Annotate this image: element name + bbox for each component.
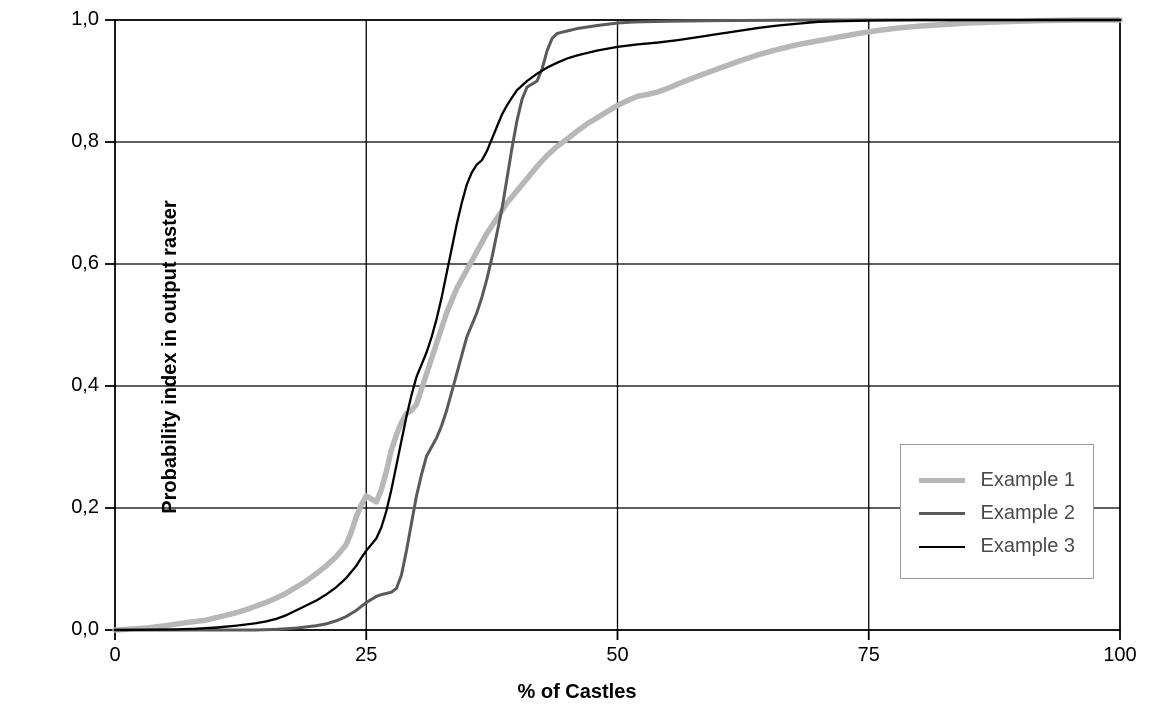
- y-tick-label: 0,2: [49, 496, 99, 519]
- chart-container: Probability index in output raster % of …: [0, 0, 1154, 714]
- x-tick-label: 75: [839, 644, 899, 667]
- y-axis-label: Probability index in output raster: [159, 200, 182, 513]
- legend-label: Example 1: [981, 469, 1076, 492]
- legend-item: Example 3: [919, 535, 1076, 558]
- legend-label: Example 3: [981, 535, 1076, 558]
- x-tick-label: 25: [336, 644, 396, 667]
- x-axis-label: % of Castles: [0, 681, 1154, 704]
- y-tick-label: 1,0: [49, 8, 99, 31]
- y-tick-label: 0,6: [49, 252, 99, 275]
- x-tick-label: 50: [588, 644, 648, 667]
- legend: Example 1 Example 2 Example 3: [900, 444, 1095, 579]
- legend-label: Example 2: [981, 502, 1076, 525]
- y-tick-label: 0,8: [49, 130, 99, 153]
- x-tick-label: 0: [85, 644, 145, 667]
- legend-item: Example 1: [919, 469, 1076, 492]
- y-tick-label: 0,0: [49, 618, 99, 641]
- legend-item: Example 2: [919, 502, 1076, 525]
- y-tick-label: 0,4: [49, 374, 99, 397]
- legend-swatch: [919, 546, 965, 548]
- legend-swatch: [919, 478, 965, 483]
- x-tick-label: 100: [1090, 644, 1150, 667]
- legend-swatch: [919, 512, 965, 515]
